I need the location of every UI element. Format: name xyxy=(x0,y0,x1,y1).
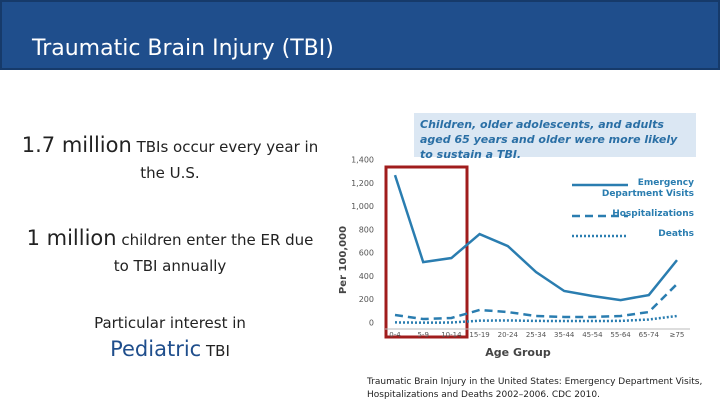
bullet-text: Particular interest in xyxy=(94,314,246,332)
x-tick-label: 0-4 xyxy=(389,331,401,339)
bullet-lead: 1 million xyxy=(26,226,117,250)
legend-entry: Deaths xyxy=(658,229,694,239)
line xyxy=(393,174,678,302)
caption: Traumatic Brain Injury in the United Sta… xyxy=(367,377,703,400)
y-tick-label: 1,400 xyxy=(351,156,374,165)
bullet-lead: 1.7 million xyxy=(21,133,132,157)
legend-entry: Hospitalizations xyxy=(612,209,694,219)
line xyxy=(394,314,678,324)
x-tick-label: 45-54 xyxy=(582,331,603,339)
x-tick-label: 5-9 xyxy=(417,331,428,339)
y-tick-label: 0 xyxy=(369,319,374,328)
legend-label: Emergency Department Visits xyxy=(601,178,694,199)
bullet-lead: Pediatric xyxy=(110,337,202,361)
y-tick-label: 800 xyxy=(359,225,374,234)
chart-title: Children, older adolescents, and adults … xyxy=(414,113,696,161)
y-tick-label: 1,200 xyxy=(351,179,374,188)
x-tick-label: 15-19 xyxy=(469,331,489,339)
bullet-text: TBIs occur every year in the U.S. xyxy=(136,138,319,182)
bullet: 1 million children enter the ER due to T… xyxy=(20,225,320,279)
x-tick-label: 55-64 xyxy=(610,331,631,339)
y-tick-label: 200 xyxy=(359,295,374,304)
x-tick-label: 10-14 xyxy=(441,331,462,339)
x-tick-label: ≥75 xyxy=(670,331,685,339)
legend-label: Deaths xyxy=(658,229,694,239)
highlight-box xyxy=(384,165,469,339)
slide-title: Traumatic Brain Injury (TBI) xyxy=(32,36,334,61)
legend-label: Hospitalizations xyxy=(612,209,694,219)
x-tick-label: 25-34 xyxy=(526,331,547,339)
bullet: Particular interest in Pediatric TBI xyxy=(20,310,320,364)
bullet-text: TBI xyxy=(206,342,230,360)
bullet-text: children enter the ER due to TBI annuall… xyxy=(113,231,314,275)
header: Traumatic Brain Injury (TBI) xyxy=(0,0,720,70)
legend-entry: Emergency Department Visits xyxy=(601,178,694,199)
y-tick-label: 400 xyxy=(359,272,374,281)
line xyxy=(394,283,678,321)
y-axis-label: Per 100,000 xyxy=(338,226,349,294)
x-axis-label: Age Group xyxy=(485,346,551,359)
y-tick-label: 1,000 xyxy=(351,202,374,211)
y-tick-label: 600 xyxy=(359,249,374,258)
x-tick-label: 35-44 xyxy=(554,331,575,339)
x-tick-label: 65-74 xyxy=(639,331,660,339)
x-tick-label: 20-24 xyxy=(498,331,519,339)
bullet: 1.7 million TBIs occur every year in the… xyxy=(20,132,320,186)
